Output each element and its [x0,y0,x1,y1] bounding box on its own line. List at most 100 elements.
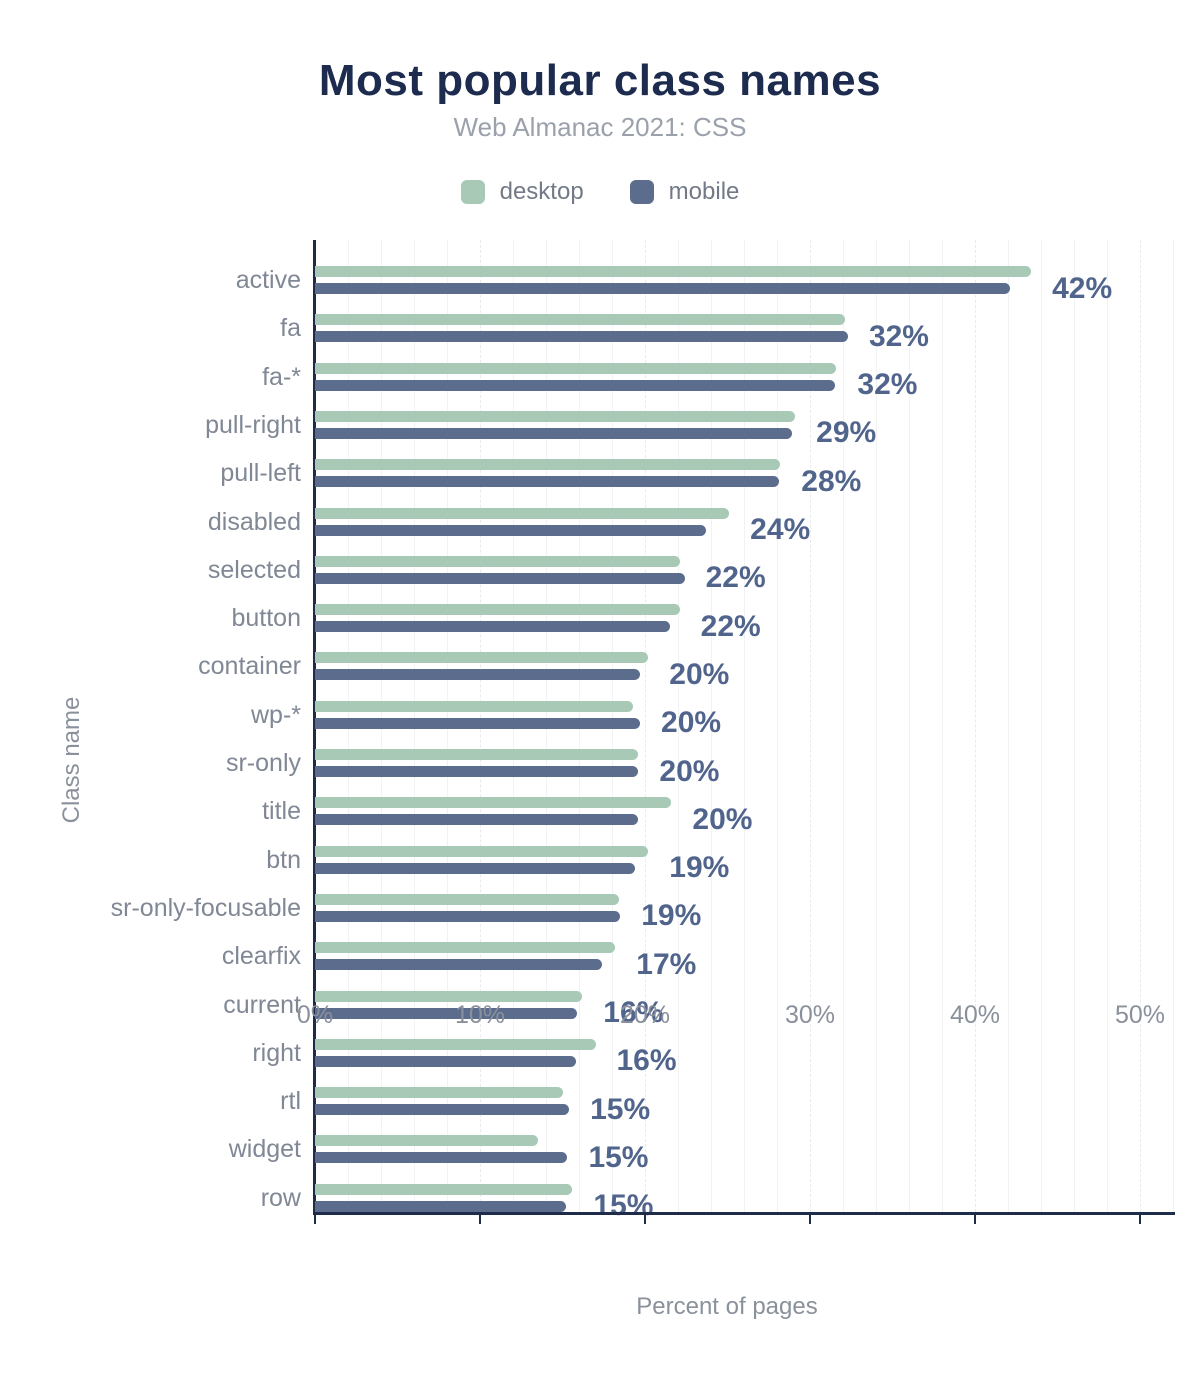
gridline [843,240,844,1212]
mobile-bar-sr-only-focusable [315,910,621,922]
category-label-fa-*: fa-* [262,362,301,391]
category-label-title: title [262,797,301,826]
value-label-row: 15% [593,1189,654,1223]
mobile-bar-btn [315,862,636,874]
desktop-bar-current [315,990,583,1002]
x-tick-label-50%: 50% [1114,1001,1166,1029]
mobile-bar-pull-left [315,476,779,488]
value-label-active: 42% [1052,271,1113,305]
desktop-bar-wp-* [315,700,634,712]
value-label-pull-right: 29% [816,416,877,450]
desktop-bar-right [315,1038,596,1050]
chart-title: Most popular class names [318,56,882,105]
category-label-current: current [223,990,301,1019]
x-tick-mark [1139,1215,1141,1224]
plot-area: active 42% fa 32% fa-* 32% pull-right 29% pull-l… [111,240,1175,1224]
legend-item-mobile[interactable]: mobile [629,178,739,206]
mobile-bar-disabled [315,524,707,536]
desktop-bar-fa [315,314,845,326]
value-label-button: 22% [700,609,761,643]
desktop-bar-pull-left [315,459,781,471]
desktop-bar-selected [315,555,680,567]
gridline [744,240,745,1212]
category-label-right: right [252,1038,301,1067]
x-tick-label-40%: 40% [949,1001,1001,1029]
x-axis-title: Percent of pages [636,1293,818,1320]
mobile-bar-wp-* [315,717,641,729]
mobile-bar-row [315,1200,566,1212]
desktop-bar-rtl [315,1087,563,1099]
desktop-bar-clearfix [315,942,616,954]
mobile-bar-rtl [315,1104,570,1116]
category-label-container: container [198,652,301,681]
mobile-swatch-icon [629,180,654,204]
mobile-bar-container [315,669,641,681]
mobile-bar-widget [315,1152,568,1164]
x-tick-label-20%: 20% [619,1001,671,1029]
mobile-bar-fa [315,331,848,343]
gridline [1008,240,1009,1212]
value-label-pull-left: 28% [801,464,862,498]
value-label-container: 20% [669,657,730,691]
category-label-clearfix: clearfix [221,942,301,971]
mobile-bar-button [315,621,670,633]
legend-label-desktop: desktop [499,178,584,205]
value-label-right: 16% [616,1044,677,1078]
desktop-bar-row [315,1183,573,1195]
gridline [876,240,877,1212]
x-axis-line [313,1212,1175,1215]
x-tick-label-30%: 30% [784,1001,836,1029]
desktop-bar-btn [315,845,649,857]
value-label-disabled: 24% [750,513,811,546]
gridline [711,240,712,1212]
desktop-bar-sr-only-focusable [315,893,619,905]
x-tick-mark [974,1215,976,1224]
gridline [645,240,646,1212]
value-label-fa: 32% [868,319,929,353]
category-label-widget: widget [228,1135,301,1164]
value-label-selected: 22% [705,561,766,595]
value-label-sr-only-focusable: 19% [641,899,702,933]
mobile-bar-current [315,1007,578,1019]
desktop-swatch-icon [460,180,485,204]
value-label-current: 16% [603,996,664,1029]
desktop-bar-title [315,797,672,809]
category-label-fa: fa [280,314,301,343]
x-tick-mark [314,1215,316,1224]
legend: desktop mobile [0,178,1200,206]
chart-subtitle: Web Almanac 2021: CSS [453,112,747,142]
gridline [1173,240,1174,1212]
gridline [909,240,910,1212]
category-label-pull-right: pull-right [205,410,301,439]
desktop-bar-button [315,604,680,616]
gridline [777,240,778,1212]
value-label-title: 20% [692,802,753,836]
mobile-bar-right [315,1055,576,1067]
mobile-bar-fa-* [315,379,835,391]
gridline [1140,240,1141,1212]
category-label-rtl: rtl [280,1087,301,1116]
x-tick-mark [479,1215,481,1224]
desktop-bar-widget [315,1135,538,1147]
mobile-bar-pull-right [315,427,792,439]
y-axis-title: Class name [58,696,85,824]
category-label-sr-only: sr-only [225,749,301,777]
value-label-widget: 15% [588,1140,649,1174]
value-label-fa-*: 32% [857,368,918,402]
value-label-clearfix: 17% [636,947,697,981]
category-label-btn: btn [266,845,301,874]
desktop-bar-disabled [315,507,730,519]
legend-item-desktop[interactable]: desktop [460,178,584,206]
gridline [942,240,943,1212]
mobile-bar-sr-only [315,766,639,777]
mobile-bar-selected [315,572,685,584]
category-label-active: active [235,266,301,294]
category-label-row: row [260,1183,301,1212]
mobile-bar-title [315,814,639,826]
desktop-bar-fa-* [315,362,837,374]
gridline [678,240,679,1212]
category-label-wp-*: wp-* [250,700,301,729]
desktop-bar-pull-right [315,410,796,422]
category-label-button: button [231,604,301,633]
